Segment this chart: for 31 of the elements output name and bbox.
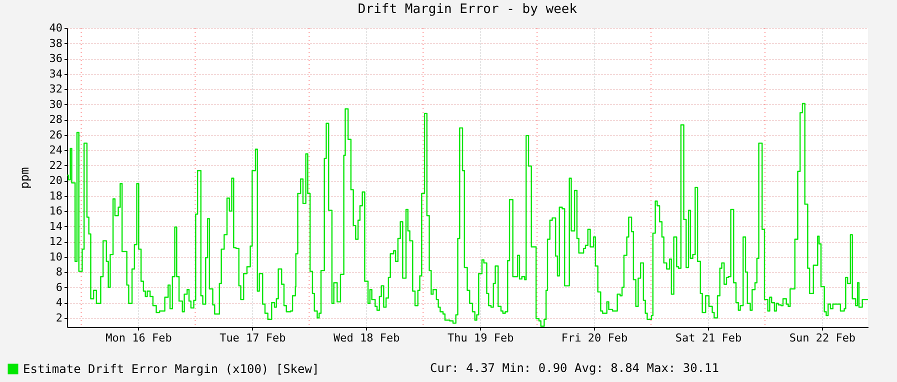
y-tick-label: 24 (49, 144, 63, 157)
y-tick-label: 8 (56, 266, 62, 279)
y-tick-label: 20 (49, 174, 62, 188)
y-tick-label: 10 (49, 250, 62, 264)
y-tick-label: 18 (49, 189, 62, 202)
y-tick-label: 30 (49, 98, 62, 111)
y-tick-label: 32 (49, 82, 62, 96)
y-tick-label: 16 (49, 204, 62, 218)
y-tick-label: 36 (49, 52, 62, 66)
y-tick-label: 34 (49, 67, 63, 80)
y-tick-label: 22 (49, 158, 62, 172)
y-tick-label: 14 (49, 220, 63, 233)
legend-label: Estimate Drift Error Margin (x100) [Skew] (23, 362, 320, 376)
y-tick-label: 2 (56, 311, 62, 324)
x-tick-label: Thu 19 Feb (447, 332, 514, 344)
y-tick-label: 4 (56, 296, 63, 310)
y-tick-label: 26 (49, 128, 62, 142)
x-tick-label: Wed 18 Feb (334, 332, 400, 344)
text: Cur: 4.37 Min: 0.90 Avg: 8.84 Max: 30.11 (430, 361, 719, 375)
y-tick-label: 28 (49, 113, 62, 126)
chart-title: Drift Margin Error - by week (358, 2, 578, 17)
x-tick-label: Sun 22 Feb (789, 332, 856, 344)
x-tick-label: Mon 16 Feb (106, 332, 172, 344)
y-tick-label: 38 (49, 36, 62, 50)
y-tick-label: 40 (49, 22, 62, 34)
y-tick-label: 12 (49, 235, 62, 248)
y-axis-title: ppm (17, 167, 32, 189)
x-tick-label: Fri 20 Feb (561, 332, 628, 344)
x-tick-label: Sat 21 Feb (675, 332, 742, 344)
x-tick-label: Tue 17 Feb (220, 332, 286, 344)
y-tick-label: 6 (56, 280, 62, 294)
